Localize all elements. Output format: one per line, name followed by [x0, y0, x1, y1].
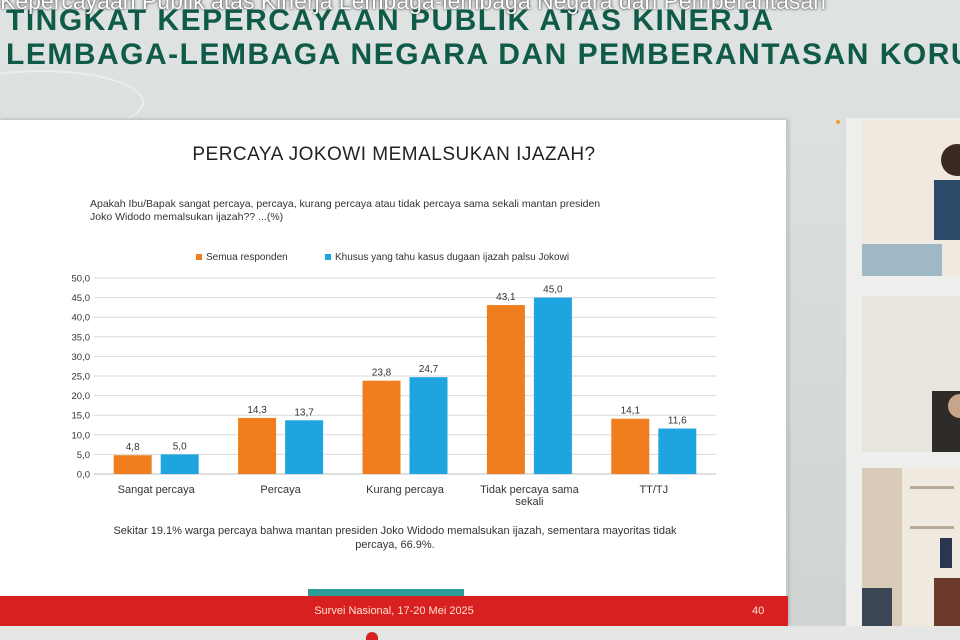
y-tick-label: 15,0 — [72, 411, 91, 422]
banner-title-line1: TINGKAT KEPERCAYAAN PUBLIK ATAS KINERJA — [6, 4, 775, 37]
x-category-label: Percaya — [260, 484, 301, 496]
y-tick-label: 25,0 — [72, 372, 91, 383]
bar-1-3 — [362, 380, 401, 474]
bar-1-4 — [486, 305, 525, 474]
x-category-label: sekali — [515, 496, 543, 508]
data-label: 45,0 — [543, 285, 563, 296]
bar-1-2 — [238, 417, 277, 474]
data-label: 43,1 — [496, 292, 516, 303]
y-tick-label: 20,0 — [72, 391, 91, 402]
footer-text: Survei Nasional, 17-20 Mei 2025 — [314, 605, 474, 617]
y-tick-label: 40,0 — [72, 313, 91, 324]
participant-video-3[interactable] — [862, 468, 960, 626]
footnote-line-1: Sekitar 19.1% warga percaya bahwa mantan… — [113, 525, 677, 537]
bar-2-5 — [658, 428, 697, 474]
chart-footnote: Sekitar 19.1% warga percaya bahwa mantan… — [50, 524, 740, 552]
participant-video-1[interactable] — [862, 120, 960, 276]
bar-chart: Semua responden Khusus yang tahu kasus du… — [72, 252, 716, 508]
legend-label-2: Khusus yang tahu kasus dugaan ijazah pal… — [335, 252, 569, 263]
legend-label-1: Semua responden — [206, 252, 288, 263]
y-tick-label: 30,0 — [72, 352, 91, 363]
y-tick-label: 10,0 — [72, 430, 91, 441]
cursor-dot — [836, 120, 840, 124]
overlay-caption: Kepercayaan Publik atas Kinerja Lembaga-… — [0, 0, 826, 14]
slide-edge — [786, 120, 788, 625]
x-category-label: Tidak percaya sama — [480, 484, 580, 496]
decorative-arc — [0, 70, 144, 118]
data-label: 11,6 — [668, 416, 687, 427]
bar-2-1 — [160, 454, 199, 474]
bar-2-2 — [285, 420, 324, 474]
data-label: 13,7 — [294, 407, 314, 418]
footer-accent-tab — [308, 589, 464, 597]
bar-1-5 — [611, 418, 650, 474]
footnote-line-2: percaya, 66.9%. — [355, 539, 435, 551]
participant-2-image — [862, 296, 960, 452]
bar-2-4 — [533, 297, 572, 474]
question-line-1: Apakah Ibu/Bapak sangat percaya, percaya… — [90, 198, 601, 210]
data-label: 24,7 — [419, 364, 439, 375]
presentation-slide: PERCAYA JOKOWI MEMALSUKAN IJAZAH? Apakah… — [0, 120, 788, 625]
data-label: 23,8 — [372, 368, 392, 379]
y-tick-label: 0,0 — [77, 470, 90, 481]
logo-icon — [366, 632, 378, 640]
header-banner: TINGKAT KEPERCAYAAN PUBLIK ATAS KINERJA … — [0, 0, 960, 118]
banner-title-line2: LEMBAGA-LEMBAGA NEGARA DAN PEMBERANTASAN… — [6, 38, 960, 71]
bottom-strip — [0, 626, 960, 640]
data-label: 4,8 — [126, 442, 140, 453]
page-number: 40 — [752, 605, 765, 617]
legend-swatch-2 — [325, 254, 331, 260]
data-label: 14,3 — [247, 405, 267, 416]
y-tick-label: 50,0 — [72, 274, 91, 285]
bar-1-1 — [113, 455, 152, 474]
participant-video-2[interactable] — [862, 296, 960, 452]
x-category-label: Kurang percaya — [366, 484, 445, 496]
x-category-label: Sangat percaya — [118, 484, 196, 496]
y-tick-label: 5,0 — [77, 450, 90, 461]
question-line-2: Joko Widodo memalsukan ijazah?? ...(%) — [90, 211, 284, 223]
bar-2-3 — [409, 377, 448, 474]
x-category-label: TT/TJ — [639, 484, 668, 496]
data-label: 5,0 — [173, 441, 187, 452]
y-tick-label: 45,0 — [72, 293, 91, 304]
footer-bar — [0, 596, 788, 626]
participant-1-image — [862, 120, 960, 276]
slide-title: PERCAYA JOKOWI MEMALSUKAN IJAZAH? — [192, 144, 596, 165]
participant-3-image — [862, 468, 960, 626]
survey-question: Apakah Ibu/Bapak sangat percaya, percaya… — [90, 198, 720, 224]
legend-swatch-1 — [196, 254, 202, 260]
y-tick-label: 35,0 — [72, 332, 91, 343]
data-label: 14,1 — [621, 406, 641, 417]
